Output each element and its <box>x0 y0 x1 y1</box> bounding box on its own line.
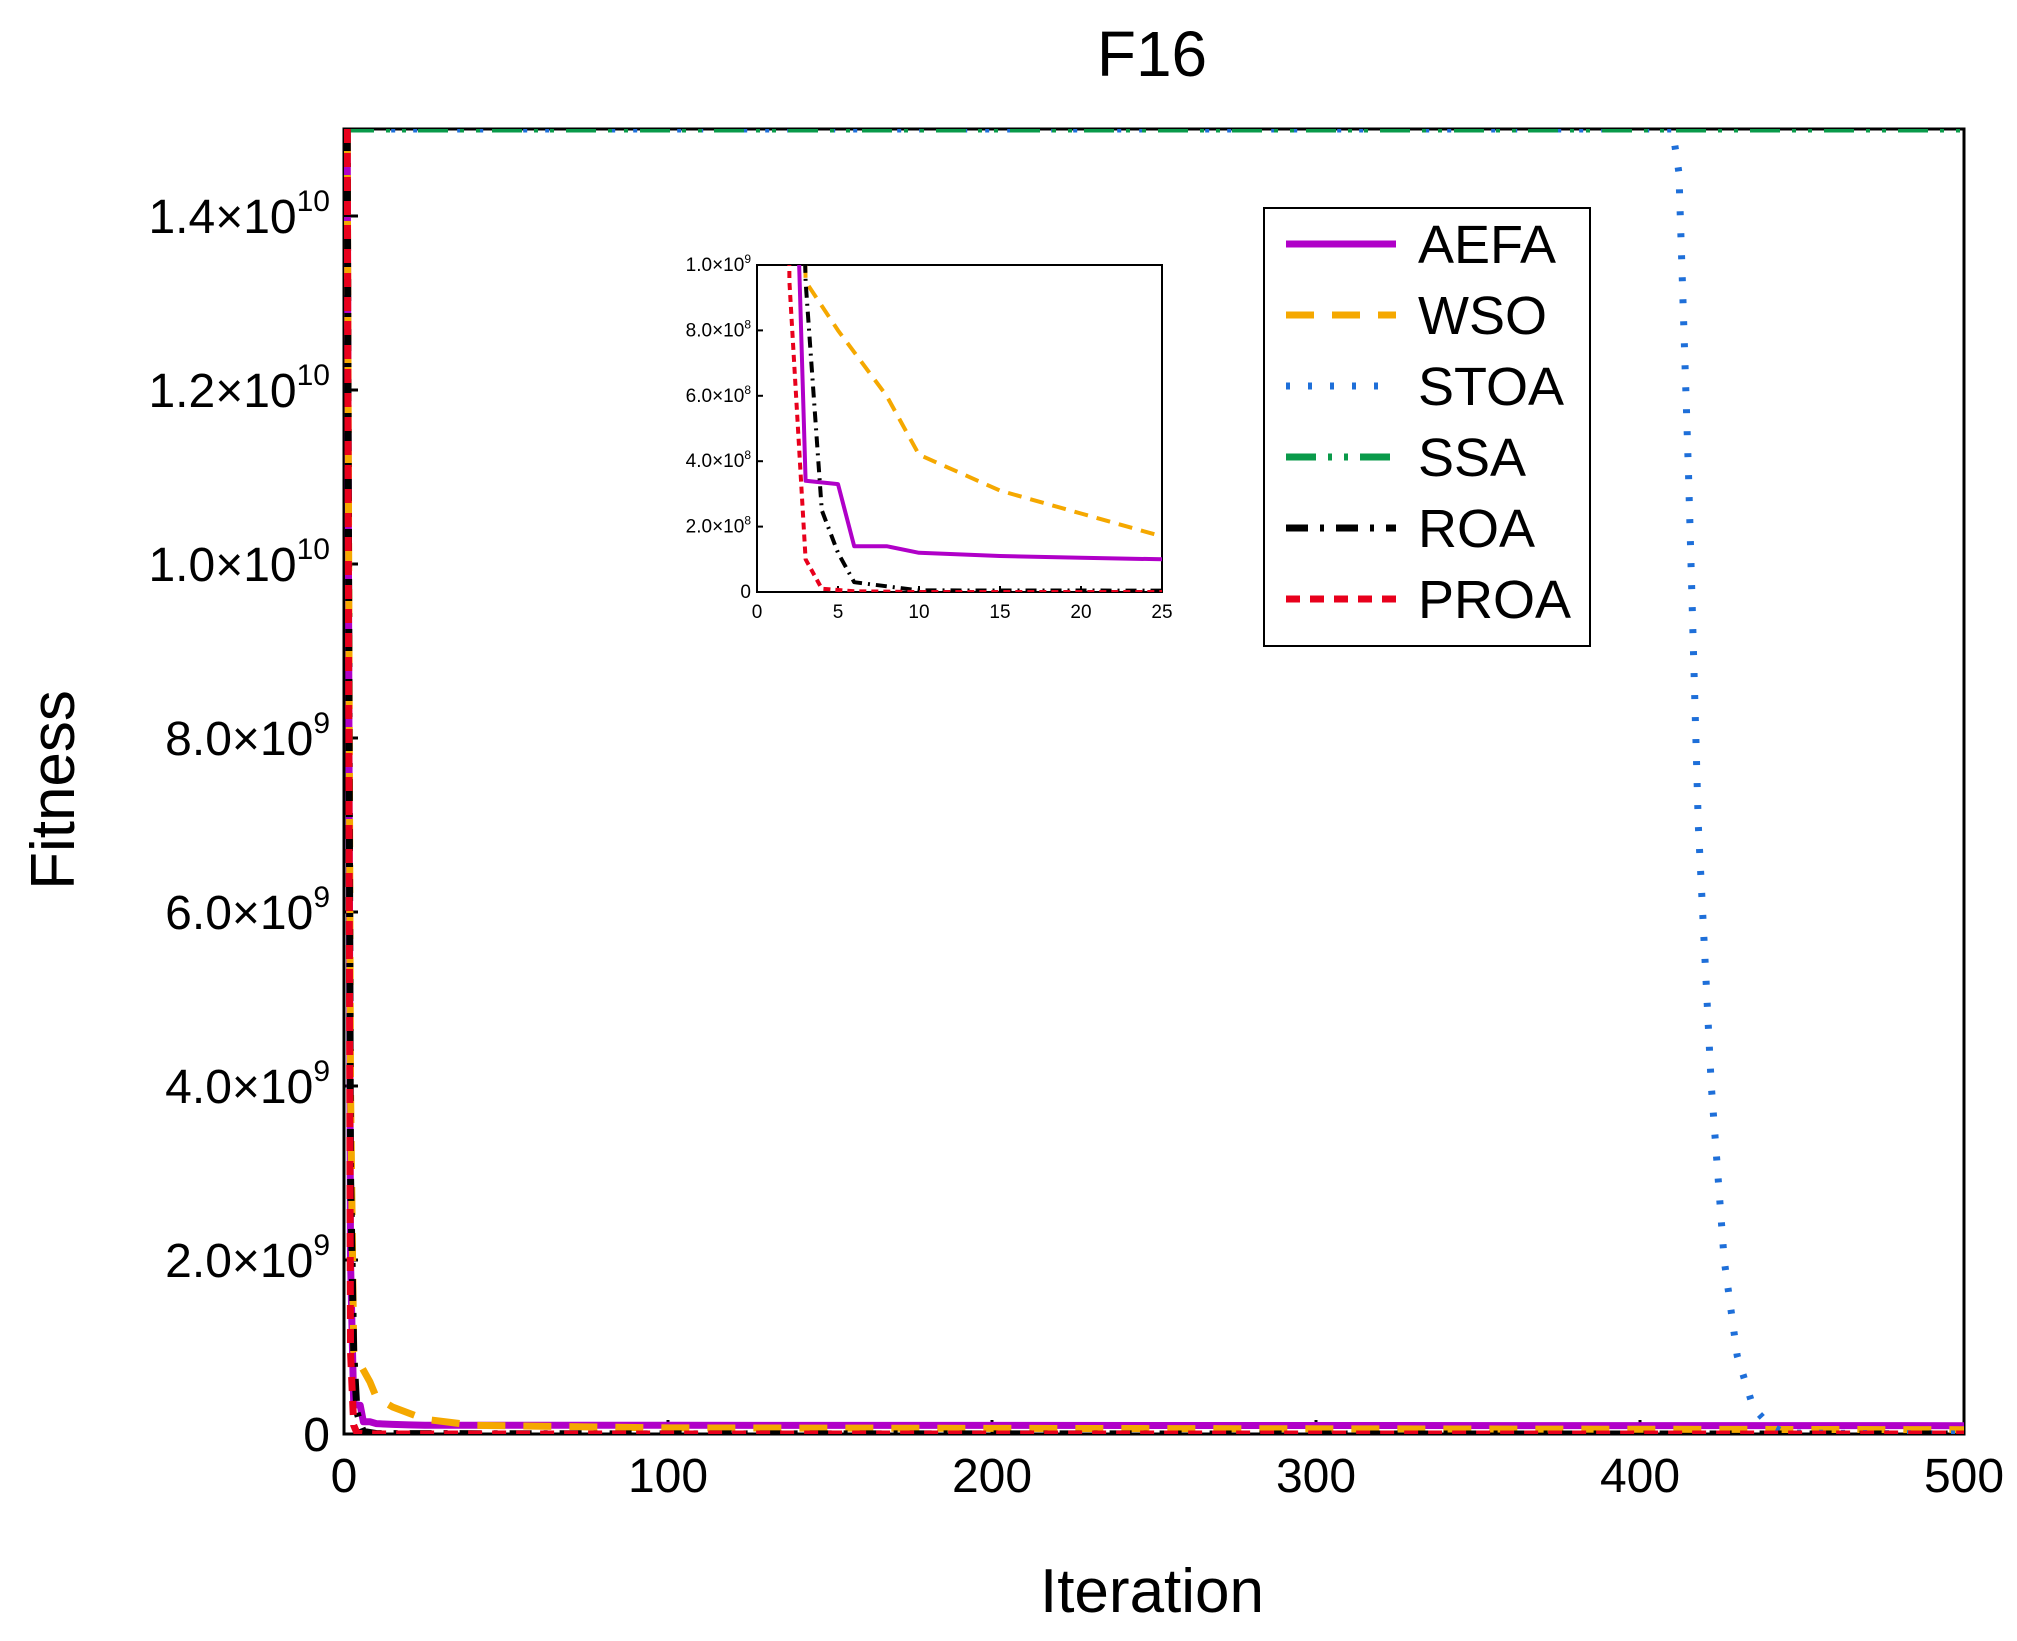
main-x-tick-label: 0 <box>331 1450 358 1503</box>
main-plot-area: 0 100 200 300 400 50002.0×1094.0×1096.0×1098.… <box>148 127 2004 1503</box>
inset-y-tick-label: 1.0×109 <box>686 252 752 276</box>
inset-series-group <box>787 265 1162 592</box>
x-axis-label: Iteration <box>1040 1557 1264 1626</box>
legend-label-ssa: SSA <box>1418 428 1526 488</box>
inset-y-tick-label: 4.0×108 <box>686 448 752 472</box>
inset-x-tick-label: 25 <box>1151 602 1172 623</box>
main-y-tick-label: 2.0×109 <box>165 1229 330 1288</box>
main-series-group <box>344 129 1964 1434</box>
main-y-tick-label: 1.4×1010 <box>148 185 330 244</box>
chart-title: F16 <box>1097 18 1207 90</box>
inset-x-tick-label: 5 <box>833 602 844 623</box>
legend-label-stoa: STOA <box>1418 357 1564 417</box>
inset-background <box>757 265 1162 592</box>
legend: AEFA WSO STOA SSA ROA PROA <box>1263 207 1591 647</box>
inset-y-tick-label: 6.0×108 <box>686 383 752 407</box>
inset-x-tick-label: 0 <box>752 602 763 623</box>
inset-x-tick-label: 15 <box>989 602 1010 623</box>
y-axis-label: Fitness <box>19 690 88 890</box>
main-y-tick-label: 1.2×1010 <box>148 359 330 418</box>
legend-label-roa: ROA <box>1418 499 1535 559</box>
main-y-tick-label: 0 <box>303 1409 330 1462</box>
inset-series-aefa <box>797 265 1162 562</box>
inset-y-tick-label: 8.0×108 <box>686 317 752 341</box>
main-y-tick-label: 6.0×109 <box>165 881 330 940</box>
legend-label-aefa: AEFA <box>1418 215 1556 275</box>
legend-label-wso: WSO <box>1418 286 1547 346</box>
legend-box <box>1263 207 1591 647</box>
main-x-tick-label: 400 <box>1600 1450 1680 1503</box>
main-y-tick-label: 8.0×109 <box>165 707 330 766</box>
inset-x-tick-label: 10 <box>908 602 929 623</box>
main-x-tick-label: 300 <box>1276 1450 1356 1503</box>
inset-y-tick-label: 0 <box>740 582 751 603</box>
main-x-tick-label: 500 <box>1924 1450 2004 1503</box>
main-y-tick-label: 4.0×109 <box>165 1055 330 1114</box>
inset-x-tick-label: 20 <box>1070 602 1091 623</box>
main-y-tick-label: 1.0×1010 <box>148 533 330 592</box>
main-x-tick-label: 100 <box>628 1450 708 1503</box>
inset-y-tick-label: 2.0×108 <box>686 514 752 538</box>
main-x-tick-label: 200 <box>952 1450 1032 1503</box>
legend-label-proa: PROA <box>1418 570 1571 630</box>
main-series-proa <box>344 129 1964 1434</box>
inset-plot-area: 0 5 10 15 20 25 0 2.0×108 4.0×108 6.0×108 8.0×108 1… <box>686 252 1173 623</box>
